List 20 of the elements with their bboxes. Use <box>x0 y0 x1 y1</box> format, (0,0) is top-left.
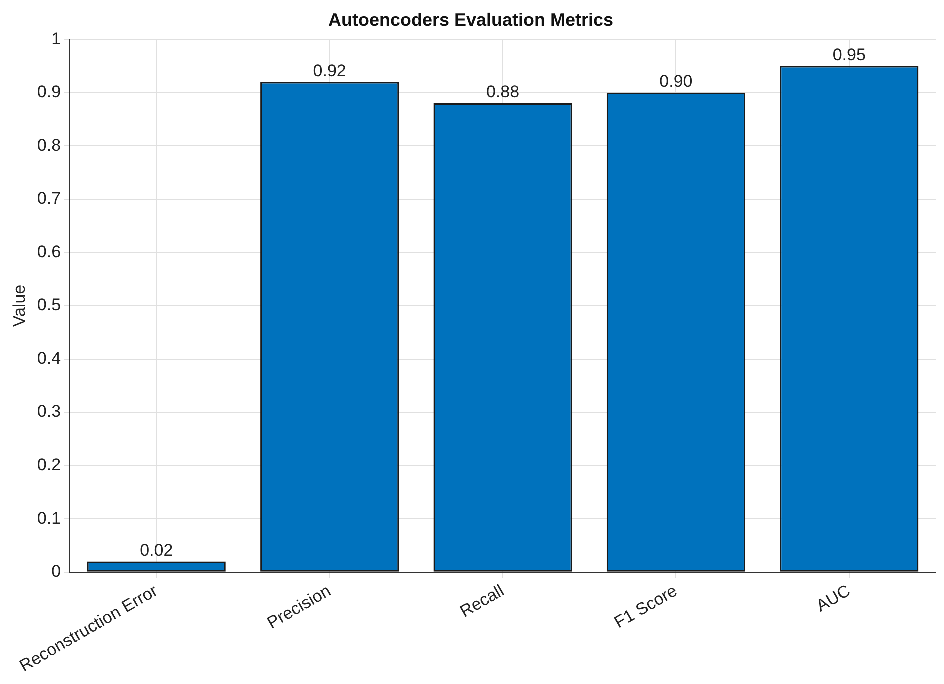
x-tick-label: AUC <box>813 581 854 616</box>
data-label: 0.92 <box>313 61 346 80</box>
y-tick-label: 0.8 <box>37 136 62 155</box>
data-label: 0.90 <box>660 72 693 92</box>
y-tick-label: 0.2 <box>37 456 62 475</box>
y-tick-label: 0.7 <box>37 189 62 208</box>
y-tick-label: 0.9 <box>37 82 62 102</box>
y-tick-label: 0.6 <box>37 242 62 262</box>
y-axis-title: Value <box>10 284 29 328</box>
y-tick-label: 0 <box>52 562 62 582</box>
y-tick-label: 0.3 <box>37 402 62 422</box>
data-label: 0.88 <box>486 82 520 102</box>
x-tick-label: F1 Score <box>611 581 681 632</box>
data-label: 0.02 <box>140 540 174 560</box>
y-tick-label: 0.4 <box>37 348 62 368</box>
y-tick-label: 0.1 <box>37 508 62 528</box>
y-tick-label: 1 <box>52 29 62 48</box>
data-label: 0.95 <box>832 45 866 64</box>
y-tick-label: 0.5 <box>37 296 62 315</box>
chart-title: Autoencoders Evaluation Metrics <box>328 10 614 30</box>
